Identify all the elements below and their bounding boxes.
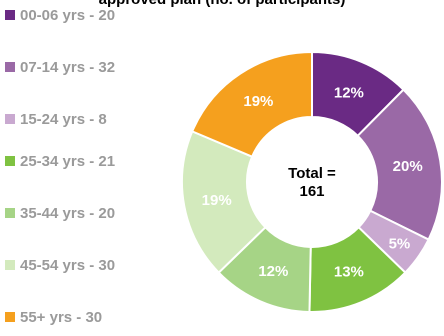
donut-slice	[356, 88, 443, 241]
legend-swatch	[5, 156, 15, 166]
legend-label: 45-54 yrs - 30	[20, 257, 116, 274]
legend-swatch	[5, 208, 15, 218]
legend-swatch	[5, 260, 15, 270]
chart-title: approved plan (no. of participants)	[0, 0, 444, 8]
legend-swatch	[5, 62, 15, 72]
legend-label: 25-34 yrs - 21	[20, 153, 116, 170]
legend-label: 35-44 yrs - 20	[20, 205, 116, 222]
donut-chart: 12% 20% 5% 13% 12% 19% 19% Total =161	[181, 50, 443, 313]
center-total-label: Total =	[288, 165, 336, 182]
slice-data-label: 20%	[393, 158, 423, 175]
slice-data-label: 13%	[334, 264, 364, 281]
legend-swatch	[5, 312, 15, 322]
slice-data-label: 19%	[243, 93, 273, 110]
legend-label: 15-24 yrs - 8	[20, 111, 107, 128]
slice-data-label: 12%	[258, 263, 288, 280]
center-total-label: 161	[299, 183, 324, 200]
donut-slice	[181, 130, 267, 274]
legend-label: 00-06 yrs - 20	[20, 7, 116, 24]
legend-label: 07-14 yrs - 32	[20, 59, 116, 76]
legend-label: 55+ yrs - 30	[20, 309, 103, 326]
slice-data-label: 19%	[202, 192, 232, 209]
legend-swatch	[5, 10, 15, 20]
donut-slice	[190, 50, 313, 158]
slice-data-label: 5%	[389, 236, 411, 253]
legend-swatch	[5, 114, 15, 124]
slice-data-label: 12%	[334, 84, 364, 101]
